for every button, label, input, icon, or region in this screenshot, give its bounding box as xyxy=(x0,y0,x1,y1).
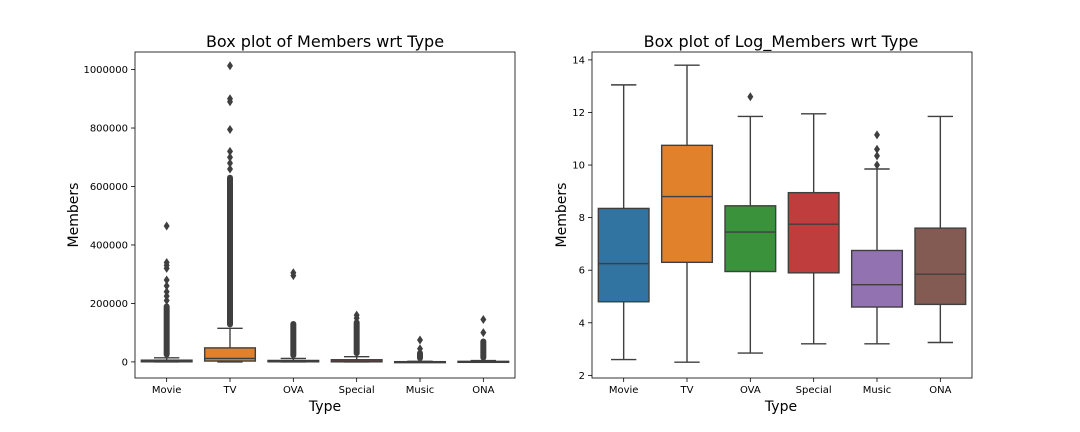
x-tick-label: Special xyxy=(796,385,832,396)
box-music xyxy=(850,130,904,345)
outlier-point xyxy=(227,152,233,162)
outlier-point xyxy=(227,94,233,104)
x-tick-label: Movie xyxy=(152,385,182,396)
plot-area: 2 4 6 8 10 12 14 Movie TV OVA Special Music ONA xyxy=(572,51,973,396)
box-tv xyxy=(203,61,257,363)
y-tick-label: 10 xyxy=(572,161,585,172)
y-tick-label: 12 xyxy=(572,108,585,119)
outlier-point xyxy=(227,158,233,168)
outlier-point xyxy=(480,315,487,325)
outlier-point xyxy=(417,344,423,354)
box-special xyxy=(787,113,840,345)
box-ova xyxy=(724,92,777,354)
x-tick-label: ONA xyxy=(472,385,494,396)
y-axis-label: Members xyxy=(554,183,570,248)
box-movie xyxy=(597,84,650,361)
outlier-point xyxy=(163,221,170,231)
box-ona xyxy=(914,115,967,344)
plot-frame xyxy=(591,51,973,379)
x-axis-label: Type xyxy=(764,399,797,415)
y-tick-label: 0 xyxy=(122,357,128,368)
y-tick-label: 600000 xyxy=(90,182,128,193)
box-music xyxy=(393,335,447,364)
box-tv xyxy=(660,64,714,363)
iqr-box xyxy=(787,191,840,274)
box-ona xyxy=(457,315,510,364)
y-tick-label: 200000 xyxy=(90,299,128,310)
outlier-point xyxy=(227,164,233,174)
plot-area: 0 200000 400000 600000 800000 1000000 Movie TV O… xyxy=(83,51,516,396)
log-members-boxplot-panel: Box plot of Log_Members wrt Type Type Me… xyxy=(554,32,973,415)
outlier-point xyxy=(874,160,880,170)
outlier-cluster xyxy=(163,303,170,358)
x-tick-label: Movie xyxy=(609,385,639,396)
x-tick-label: OVA xyxy=(740,385,761,396)
outlier-point xyxy=(417,335,423,345)
iqr-box xyxy=(724,205,777,273)
outlier-point xyxy=(747,92,754,102)
y-axis-label: Members xyxy=(66,183,82,248)
outlier-point xyxy=(227,61,233,71)
outlier-point xyxy=(163,281,170,291)
y-tick-label: 8 xyxy=(579,213,585,224)
y-tick-label: 14 xyxy=(572,55,585,66)
iqr-box xyxy=(914,227,967,306)
outlier-point xyxy=(227,124,233,134)
outlier-point xyxy=(353,310,360,320)
y-tick-label: 400000 xyxy=(90,240,128,251)
outlier-point xyxy=(163,275,170,285)
outlier-cluster xyxy=(227,174,233,328)
outlier-cluster xyxy=(417,350,423,362)
box-special xyxy=(330,310,383,363)
x-tick-label: TV xyxy=(223,385,237,396)
x-tick-label: TV xyxy=(680,385,694,396)
box-ova xyxy=(267,268,320,363)
plot-frame xyxy=(134,51,516,379)
outlier-point xyxy=(163,287,170,297)
y-tick-label: 6 xyxy=(579,266,585,277)
y-tick-label: 2 xyxy=(579,371,585,382)
y-tick-label: 4 xyxy=(579,318,585,329)
x-tick-label: Music xyxy=(406,385,434,396)
chart-title: Box plot of Log_Members wrt Type xyxy=(644,32,919,52)
outlier-cluster xyxy=(290,320,297,359)
y-tick-label: 800000 xyxy=(90,124,128,135)
iqr-box xyxy=(597,207,650,303)
outlier-point xyxy=(874,151,880,161)
outlier-point xyxy=(480,328,487,338)
iqr-box xyxy=(850,249,904,308)
x-tick-label: Special xyxy=(339,385,375,396)
outlier-cluster xyxy=(353,319,360,357)
box-movie xyxy=(140,221,193,363)
outlier-point xyxy=(874,144,880,154)
members-boxplot-panel: Box plot of Members wrt Type Type Member… xyxy=(66,32,516,415)
x-axis-label: Type xyxy=(308,399,341,415)
x-tick-label: Music xyxy=(863,385,891,396)
outlier-point xyxy=(290,268,297,278)
outlier-point xyxy=(227,146,233,156)
chart-title: Box plot of Members wrt Type xyxy=(206,32,444,51)
outlier-point xyxy=(874,130,880,140)
outlier-cluster xyxy=(480,338,487,361)
x-tick-label: OVA xyxy=(283,385,304,396)
x-tick-label: ONA xyxy=(929,385,951,396)
y-tick-label: 1000000 xyxy=(83,65,128,76)
outlier-point xyxy=(163,258,170,268)
iqr-box xyxy=(660,144,714,264)
